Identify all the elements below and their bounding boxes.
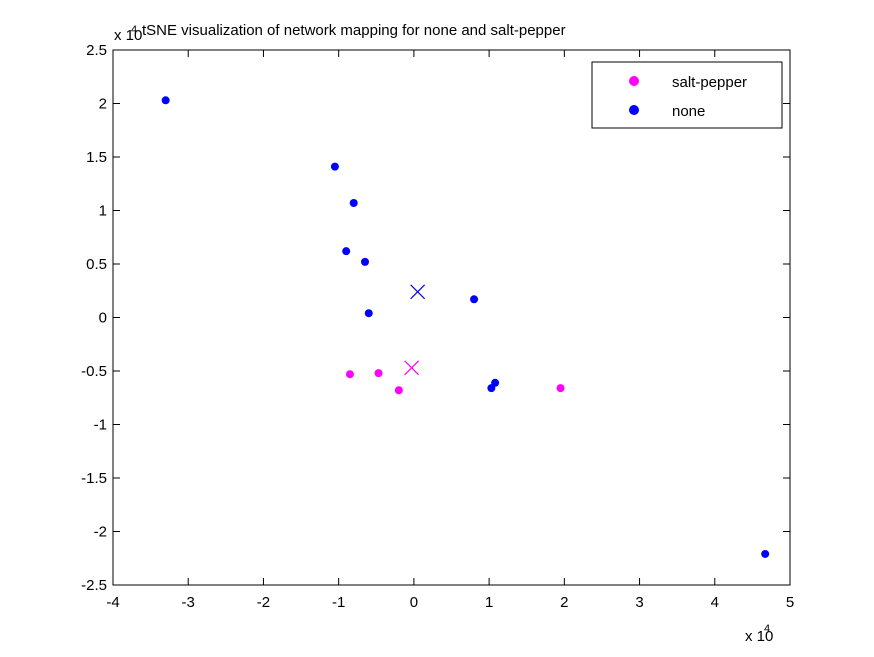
data-marks <box>161 96 770 558</box>
y-tick-label: 2 <box>99 96 107 113</box>
point-none <box>161 96 170 105</box>
x-tick-label: 4 <box>711 594 719 611</box>
x-tick-label: -1 <box>332 594 345 611</box>
plot-area <box>112 49 791 586</box>
point-none <box>364 309 373 318</box>
point-none <box>342 247 351 256</box>
point-none <box>491 378 500 387</box>
point-none <box>330 162 339 171</box>
y-tick-label: 0 <box>99 310 107 327</box>
y-tick-label: -2 <box>94 524 107 541</box>
x-tick-label: -4 <box>106 594 119 611</box>
y-tick-label: 0.5 <box>86 256 107 273</box>
point-none <box>360 257 369 266</box>
point-salt-pepper <box>345 370 354 379</box>
y-multiplier-base: x 10 <box>114 27 142 44</box>
legend-marker-none <box>629 105 639 115</box>
x-multiplier: x 10 4 <box>745 623 773 645</box>
legend-box <box>591 61 783 129</box>
x-multiplier-base: x 10 <box>745 628 773 645</box>
x-tick-label: 0 <box>410 594 418 611</box>
y-tick-label: -2.5 <box>81 577 107 594</box>
legend-label-none: none <box>672 103 705 120</box>
point-salt-pepper <box>394 386 403 395</box>
point-salt-pepper <box>556 384 565 393</box>
axes: -4 -3 -2 -1 0 1 2 3 4 5 -2.5 -2 -1.5 -1 -0.5 0 0.5 1 1.5 2 2… <box>81 42 794 611</box>
x-tick-label: 5 <box>786 594 794 611</box>
x-tick-label: -2 <box>257 594 270 611</box>
y-tick-label: 1.5 <box>86 149 107 166</box>
centroid-none <box>410 284 426 300</box>
point-none <box>470 295 479 304</box>
x-tick-label: 3 <box>635 594 643 611</box>
x-tick-label: -3 <box>182 594 195 611</box>
centroid-salt-pepper <box>404 360 420 376</box>
y-tick-label: 2.5 <box>86 42 107 59</box>
x-multiplier-exponent: 4 <box>764 623 770 635</box>
x-tick-label: 2 <box>560 594 568 611</box>
point-none <box>761 549 770 558</box>
y-multiplier: x 10 4 <box>114 24 142 44</box>
legend-label-salt-pepper: salt-pepper <box>672 74 747 91</box>
y-tick-label: -1 <box>94 417 107 434</box>
legend-marker-salt-pepper <box>629 76 639 86</box>
y-tick-label: -1.5 <box>81 470 107 487</box>
chart-title: tSNE visualization of network mapping fo… <box>142 22 566 39</box>
legend: salt-pepper none <box>591 61 783 129</box>
x-tick-label: 1 <box>485 594 493 611</box>
y-multiplier-exponent: 4 <box>131 24 137 36</box>
plot-frame <box>112 49 791 586</box>
y-tick-label: -0.5 <box>81 363 107 380</box>
point-salt-pepper <box>374 369 383 378</box>
point-none <box>349 199 358 208</box>
y-tick-label: 1 <box>99 203 107 220</box>
